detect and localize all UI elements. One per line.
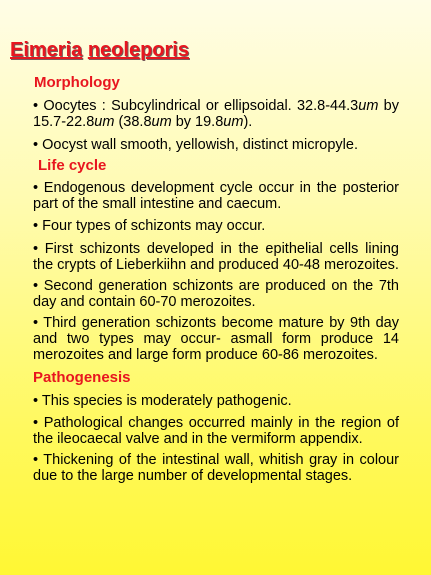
- unit-um-2: um: [94, 114, 115, 130]
- lifecycle-first-schizonts-text: • First schizonts developed in the epith…: [33, 241, 399, 273]
- oocyte-text-5: ).: [243, 114, 253, 130]
- slide-title: Eimeria neoleporis: [10, 39, 189, 62]
- unit-um-1: um: [358, 98, 379, 114]
- pathogenesis-moderate-text: • This species is moderately pathogenic.: [33, 393, 292, 409]
- oocyte-text-1: • Oocytes : Subcylindrical or ellipsoida…: [33, 98, 359, 114]
- morphology-oocytes-text: • Oocytes : Subcylindrical or ellipsoida…: [33, 98, 399, 130]
- morphology-heading: Morphology: [34, 74, 120, 91]
- unit-um-4: um: [223, 114, 244, 130]
- oocyte-text-2: by 15.7-22.8: [33, 98, 399, 130]
- oocyte-text-3: (38.8: [114, 114, 152, 130]
- unit-um-3: um: [151, 114, 172, 130]
- slide-content: Morphology • Oocytes : Subcylindrical or…: [33, 74, 399, 484]
- pathogenesis-thickening-text: • Thickening of the intestinal wall, whi…: [33, 452, 399, 484]
- pathogenesis-heading: Pathogenesis: [33, 369, 131, 386]
- lifecycle-endogenous-text: • Endogenous development cycle occur in …: [33, 180, 399, 212]
- title-genus: Eimeria: [10, 39, 83, 61]
- morphology-oocyst-wall-text: • Oocyst wall smooth, yellowish, distinc…: [33, 137, 358, 153]
- title-species: neoleporis: [87, 39, 189, 61]
- lifecycle-heading: Life cycle: [38, 157, 107, 174]
- pathogenesis-changes-text: • Pathological changes occurred mainly i…: [33, 415, 399, 447]
- lifecycle-schizont-types-text: • Four types of schizonts may occur.: [33, 218, 266, 234]
- lifecycle-third-schizonts-text: • Third generation schizonts become matu…: [33, 315, 399, 363]
- lifecycle-second-schizonts-text: • Second generation schizonts are produc…: [33, 278, 399, 310]
- oocyte-text-4: by 19.8: [171, 114, 224, 130]
